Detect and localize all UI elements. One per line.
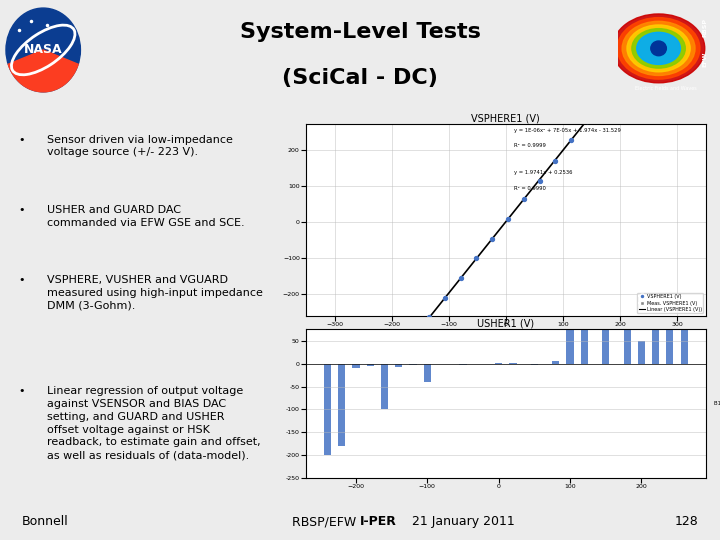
VSPHERE1 (V)	[581, 117, 593, 125]
Bar	[324, 363, 331, 455]
VSPHERE1 (V)	[518, 195, 529, 204]
VSPHERE1 (V)	[629, 58, 640, 66]
VSPHERE1 (V)	[565, 136, 577, 145]
Text: •: •	[18, 205, 24, 215]
VSPHERE1 (V)	[644, 36, 656, 45]
VSPHERE1 (V)	[392, 353, 403, 362]
VSPHERE1 (V)	[613, 77, 624, 86]
Bar	[381, 363, 388, 409]
Linear (VSPHERE1 (V))	[648, 35, 657, 42]
Linear (VSPHERE1 (V))	[678, 0, 687, 4]
Wedge shape	[8, 50, 78, 92]
Text: •: •	[18, 275, 24, 285]
VSPHERE1 (V)	[455, 274, 467, 283]
Title: USHER1 (V): USHER1 (V)	[477, 319, 534, 329]
Text: 128: 128	[675, 515, 698, 528]
Text: USHER and GUARD DAC
commanded via EFW GSE and SCE.: USHER and GUARD DAC commanded via EFW GS…	[47, 205, 244, 228]
Text: RBSP: RBSP	[702, 18, 707, 37]
Bar	[680, 277, 688, 363]
VSPHERE1 (V)	[487, 235, 498, 244]
Bar	[652, 281, 660, 363]
Ellipse shape	[622, 21, 695, 76]
Bar	[531, 363, 538, 365]
Linear (VSPHERE1 (V))	[346, 413, 354, 420]
Bar	[352, 363, 359, 368]
Text: NASA: NASA	[24, 43, 63, 57]
VSPHERE1 (V)	[360, 392, 372, 401]
Bar	[424, 363, 431, 382]
VSPHERE1 (V)	[329, 431, 341, 440]
Bar	[567, 327, 574, 363]
Text: y = 1.9741x + 0.2536: y = 1.9741x + 0.2536	[514, 170, 572, 175]
Bar	[395, 363, 402, 367]
Linear (VSPHERE1 (V))	[325, 440, 333, 447]
Text: B1.S-1.0E1 (V): B1.S-1.0E1 (V)	[714, 401, 720, 406]
VSPHERE1 (V)	[376, 372, 387, 380]
Text: VSPHERE, VUSHER and VGUARD
measured using high-input impedance
DMM (3-Gohm).: VSPHERE, VUSHER and VGUARD measured usin…	[47, 275, 263, 310]
Text: R² = 0.9990: R² = 0.9990	[514, 186, 546, 191]
Text: Bonnell: Bonnell	[22, 515, 68, 528]
Ellipse shape	[636, 32, 680, 64]
Linear (VSPHERE1 (V))	[390, 357, 399, 364]
Text: System-Level Tests: System-Level Tests	[240, 22, 480, 42]
Bar	[581, 309, 588, 363]
VSPHERE1 (V)	[423, 313, 435, 321]
Line: Linear (VSPHERE1 (V)): Linear (VSPHERE1 (V))	[329, 1, 683, 443]
Circle shape	[6, 8, 81, 92]
Linear (VSPHERE1 (V))	[419, 322, 428, 328]
Bar	[666, 272, 673, 363]
VSPHERE1 (V)	[408, 333, 419, 342]
Text: Electric Fields and Waves: Electric Fields and Waves	[636, 86, 697, 91]
Text: •: •	[18, 386, 24, 396]
Text: RBSP/EFW: RBSP/EFW	[292, 515, 360, 528]
VSPHERE1 (V)	[439, 293, 451, 302]
Legend: VSPHERE1 (V), Meas. VSPHERE1 (V), Linear (VSPHERE1 (V)): VSPHERE1 (V), Meas. VSPHERE1 (V), Linear…	[637, 293, 703, 313]
VSPHERE1 (V)	[597, 96, 608, 105]
VSPHERE1 (V)	[503, 215, 514, 224]
Bar	[410, 363, 417, 365]
Ellipse shape	[613, 14, 705, 83]
VSPHERE1 (V)	[534, 177, 545, 185]
Text: 21 January 2011: 21 January 2011	[408, 515, 515, 528]
Text: EFW: EFW	[702, 52, 707, 67]
VSPHERE1 (V)	[345, 412, 356, 421]
Text: •: •	[18, 134, 24, 145]
Title: VSPHERE1 (V): VSPHERE1 (V)	[472, 113, 540, 124]
Ellipse shape	[627, 25, 690, 72]
Text: Sensor driven via low-impedance
voltage source (+/- 223 V).: Sensor driven via low-impedance voltage …	[47, 134, 233, 157]
Bar	[624, 304, 631, 363]
Bar	[602, 300, 609, 363]
VSPHERE1 (V)	[660, 18, 671, 26]
Text: (SciCal - DC): (SciCal - DC)	[282, 68, 438, 88]
Text: I-PER: I-PER	[360, 515, 397, 528]
Text: y = 1E-06x² + 7E-05x + 1.974x - 31.529: y = 1E-06x² + 7E-05x + 1.974x - 31.529	[514, 128, 621, 133]
Linear (VSPHERE1 (V))	[338, 422, 347, 429]
Bar	[638, 341, 645, 363]
VSPHERE1 (V)	[549, 157, 561, 165]
Ellipse shape	[632, 29, 685, 68]
Bar	[338, 363, 346, 446]
Linear (VSPHERE1 (V))	[661, 19, 670, 26]
Ellipse shape	[617, 18, 700, 79]
Bar	[552, 361, 559, 363]
Text: R² = 0.9999: R² = 0.9999	[514, 143, 546, 148]
Text: Linear regression of output voltage
against VSENSOR and BIAS DAC
setting, and GU: Linear regression of output voltage agai…	[47, 386, 261, 460]
VSPHERE1 (V)	[471, 254, 482, 262]
Bar	[459, 363, 467, 364]
Bar	[366, 363, 374, 366]
Circle shape	[651, 41, 667, 56]
